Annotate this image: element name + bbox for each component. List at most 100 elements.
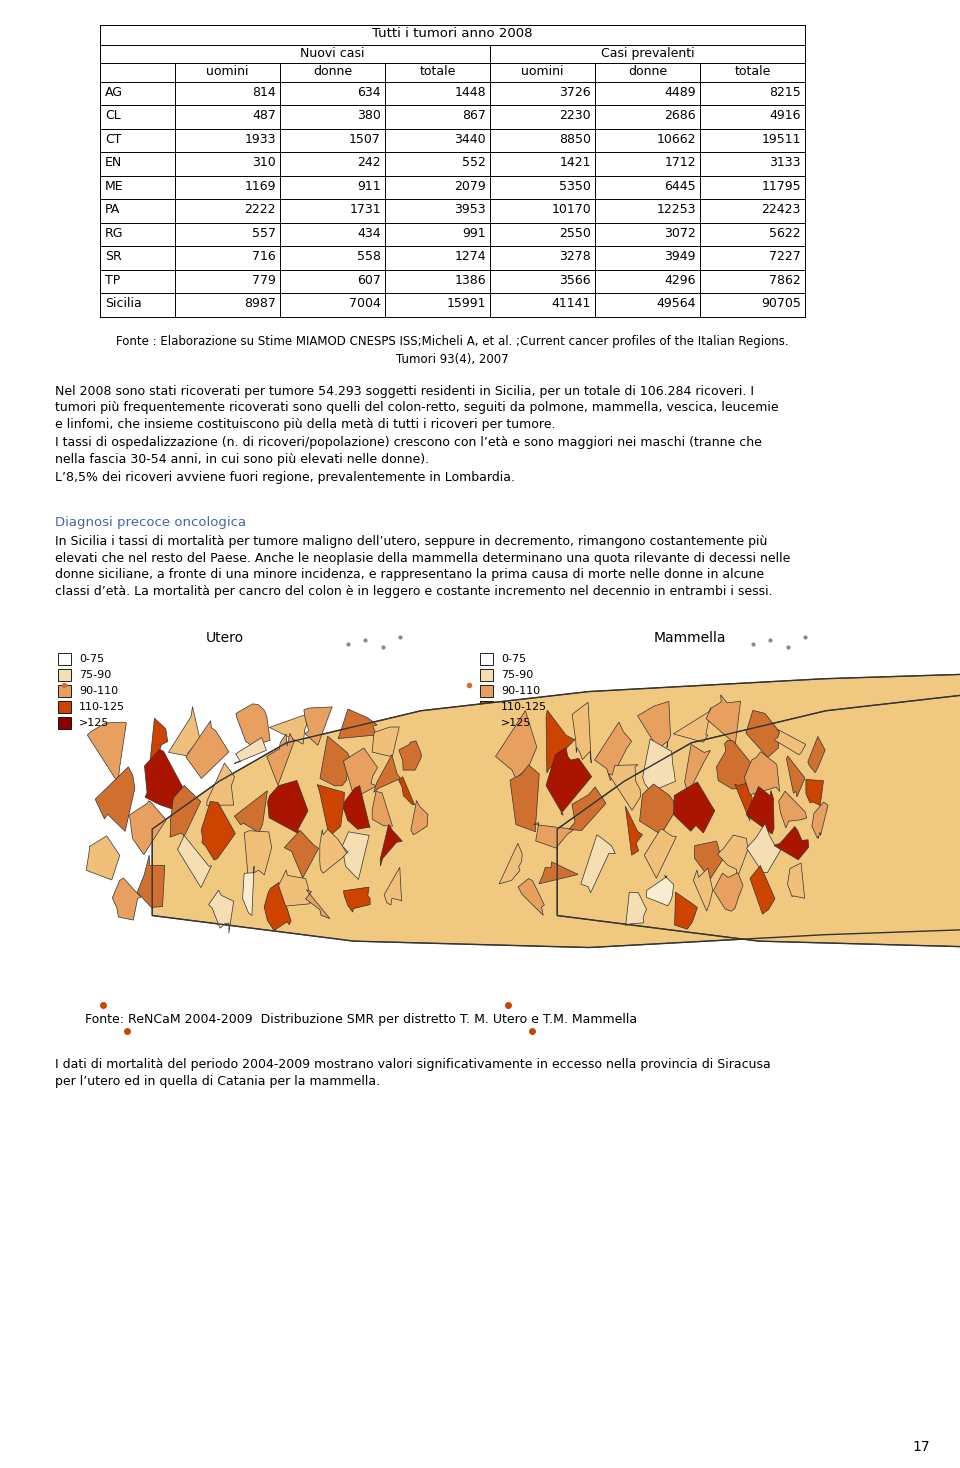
Text: 2686: 2686 [664,109,696,122]
Text: elevati che nel resto del Paese. Anche le neoplasie della mammella determinano u: elevati che nel resto del Paese. Anche l… [55,552,790,565]
Text: donne siciliane, a fronte di una minore incidenza, e rappresentano la prima caus: donne siciliane, a fronte di una minore … [55,568,764,581]
Text: 0-75: 0-75 [501,655,526,664]
Text: 487: 487 [252,109,276,122]
Text: 8215: 8215 [769,85,801,98]
PathPatch shape [411,800,428,835]
Bar [480,686,493,697]
PathPatch shape [206,763,234,806]
Text: totale: totale [734,65,771,78]
PathPatch shape [244,831,272,876]
Text: SR: SR [105,250,122,263]
Text: 110-125: 110-125 [79,702,125,712]
Bar [58,653,71,665]
PathPatch shape [236,703,270,746]
PathPatch shape [746,711,780,757]
PathPatch shape [646,875,674,906]
Text: 75-90: 75-90 [79,669,111,680]
PathPatch shape [750,866,775,915]
Text: 2230: 2230 [560,109,591,122]
Text: RG: RG [105,226,124,239]
Bar [480,653,493,665]
Text: 110-125: 110-125 [501,702,547,712]
Text: 8850: 8850 [559,132,591,145]
Text: 3949: 3949 [664,250,696,263]
Text: 867: 867 [462,109,486,122]
PathPatch shape [706,694,740,744]
PathPatch shape [178,835,211,888]
PathPatch shape [684,744,710,794]
PathPatch shape [539,862,578,884]
PathPatch shape [546,711,575,772]
PathPatch shape [779,791,806,828]
PathPatch shape [338,709,377,738]
Text: 7004: 7004 [349,297,381,310]
Text: 49564: 49564 [657,297,696,310]
PathPatch shape [572,702,591,763]
Text: 7227: 7227 [769,250,801,263]
Text: 242: 242 [357,156,381,169]
PathPatch shape [774,826,808,860]
Bar [480,669,493,681]
PathPatch shape [744,752,780,794]
Text: 3133: 3133 [770,156,801,169]
PathPatch shape [87,722,127,782]
PathPatch shape [808,737,826,772]
Text: ME: ME [105,179,124,192]
PathPatch shape [510,765,540,832]
Text: donne: donne [313,65,352,78]
PathPatch shape [775,730,805,755]
PathPatch shape [625,806,642,856]
Text: Casi prevalenti: Casi prevalenti [601,47,694,60]
Text: 7862: 7862 [769,273,801,286]
Text: Fonte : Elaborazione su Stime MIAMOD CNESPS ISS;Micheli A, et al. ;Current cance: Fonte : Elaborazione su Stime MIAMOD CNE… [116,335,789,348]
Text: Utero: Utero [206,631,244,644]
PathPatch shape [305,890,330,919]
Text: per l’utero ed in quella di Catania per la mammella.: per l’utero ed in quella di Catania per … [55,1075,380,1088]
Text: 12253: 12253 [657,203,696,216]
Text: Sicilia: Sicilia [105,297,142,310]
PathPatch shape [202,802,235,860]
Text: 991: 991 [463,226,486,239]
Text: In Sicilia i tassi di mortalità per tumore maligno dell’utero, seppure in decrem: In Sicilia i tassi di mortalità per tumo… [55,536,767,548]
Text: uomini: uomini [521,65,564,78]
Text: classi d’età. La mortalità per cancro del colon è in leggero e costante incremen: classi d’età. La mortalità per cancro de… [55,584,773,597]
PathPatch shape [626,893,646,926]
Text: 1274: 1274 [454,250,486,263]
Text: 19511: 19511 [761,132,801,145]
PathPatch shape [170,785,201,837]
PathPatch shape [169,706,202,756]
PathPatch shape [243,866,254,916]
Text: 41141: 41141 [552,297,591,310]
PathPatch shape [581,835,615,893]
Text: 11795: 11795 [761,179,801,192]
Bar [58,686,71,697]
Text: I tassi di ospedalizzazione (n. di ricoveri/popolazione) crescono con l’età e so: I tassi di ospedalizzazione (n. di ricov… [55,436,762,449]
Text: 1448: 1448 [454,85,486,98]
PathPatch shape [534,822,574,849]
PathPatch shape [812,802,828,838]
PathPatch shape [398,741,421,771]
Text: 6445: 6445 [664,179,696,192]
Text: 4296: 4296 [664,273,696,286]
PathPatch shape [344,749,377,799]
Bar [480,718,493,730]
PathPatch shape [594,722,632,781]
PathPatch shape [557,672,960,947]
Text: 3566: 3566 [560,273,591,286]
PathPatch shape [284,831,319,878]
Text: 557: 557 [252,226,276,239]
Bar [58,718,71,730]
Text: 1933: 1933 [245,132,276,145]
PathPatch shape [384,868,401,906]
PathPatch shape [693,868,712,912]
PathPatch shape [713,873,743,912]
PathPatch shape [343,832,369,879]
PathPatch shape [639,784,675,834]
Text: L’8,5% dei ricoveri avviene fuori regione, prevalentemente in Lombardia.: L’8,5% dei ricoveri avviene fuori region… [55,471,515,484]
Bar [480,702,493,713]
Text: 5622: 5622 [769,226,801,239]
PathPatch shape [694,841,725,879]
PathPatch shape [112,878,141,920]
Text: 10662: 10662 [657,132,696,145]
PathPatch shape [153,672,960,947]
